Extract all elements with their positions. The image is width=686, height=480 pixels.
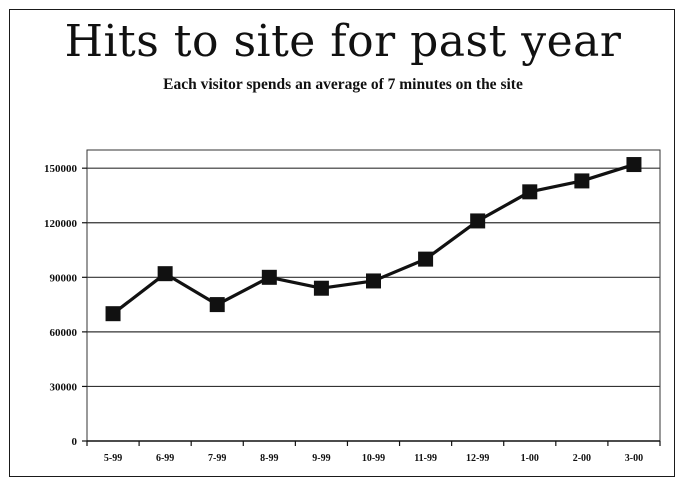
data-point-2-00 xyxy=(574,173,590,189)
data-point-3-00 xyxy=(626,157,642,173)
x-tick-label: 6-99 xyxy=(156,453,174,464)
data-point-9-99 xyxy=(313,280,329,296)
data-point-7-99 xyxy=(209,297,225,313)
data-point-6-99 xyxy=(157,266,173,282)
data-point-12-99 xyxy=(470,213,486,229)
data-point-11-99 xyxy=(418,251,434,267)
chart-title: Hits to site for past year xyxy=(64,16,622,67)
chart-subtitle: Each visitor spends an average of 7 minu… xyxy=(163,76,523,93)
y-tick-label: 120000 xyxy=(44,218,78,230)
x-tick-label: 3-00 xyxy=(625,453,643,464)
x-tick-label: 1-00 xyxy=(521,453,539,464)
x-tick-label: 8-99 xyxy=(260,453,278,464)
data-point-10-99 xyxy=(366,273,381,289)
y-tick-label: 30000 xyxy=(50,381,78,393)
chart-frame xyxy=(9,9,675,477)
plot-area xyxy=(86,149,661,442)
x-tick-label: 5-99 xyxy=(104,453,122,464)
x-tick-label: 2-00 xyxy=(573,453,591,464)
y-tick-label: 150000 xyxy=(44,163,78,175)
x-tick-label: 11-99 xyxy=(414,453,437,464)
data-point-5-99 xyxy=(105,306,121,322)
y-tick-label: 90000 xyxy=(50,272,78,284)
y-tick-label: 0 xyxy=(72,436,78,448)
x-tick-label: 10-99 xyxy=(362,453,385,464)
data-point-8-99 xyxy=(261,269,277,285)
data-point-1-00 xyxy=(522,184,538,200)
x-tick-label: 7-99 xyxy=(208,453,226,464)
series-line xyxy=(112,163,635,315)
y-tick-label: 60000 xyxy=(50,327,78,339)
x-tick-label: 9-99 xyxy=(312,453,330,464)
x-tick-label: 12-99 xyxy=(466,453,489,464)
